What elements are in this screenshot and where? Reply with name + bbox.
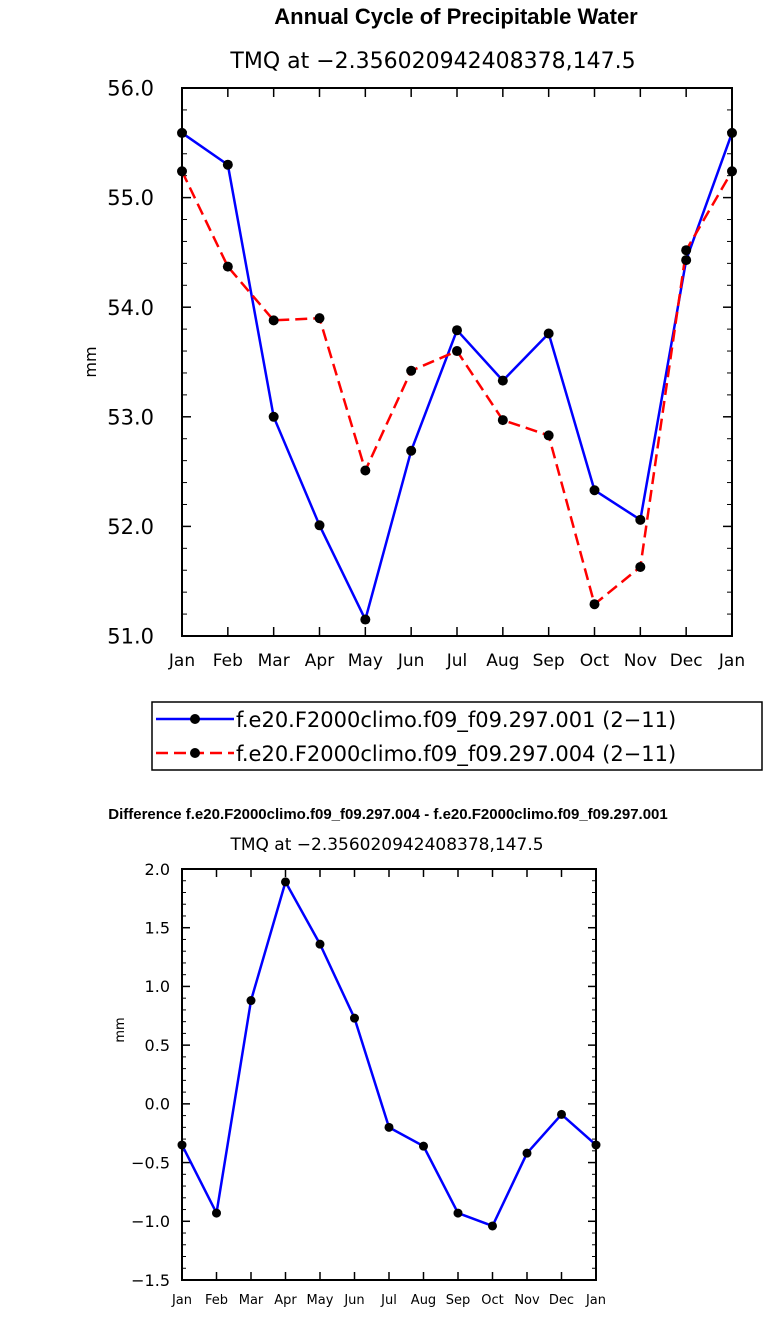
legend-label-series-1: f.e20.F2000climo.f09_f09.297.001 (2−11) — [236, 708, 676, 733]
y-tick-label: 2.0 — [145, 860, 170, 879]
data-point-series-1 — [360, 614, 371, 625]
x-tick-label: Jul — [446, 651, 468, 671]
data-point-series-1 — [315, 939, 325, 949]
x-tick-label: Feb — [213, 651, 243, 671]
y-tick-label: 56.0 — [107, 77, 154, 101]
data-point-series-2 — [360, 465, 371, 476]
series-line-1 — [180, 880, 597, 1228]
x-tick-label: Dec — [670, 651, 703, 671]
x-tick-label: Jan — [585, 1293, 606, 1308]
data-point-series-2 — [543, 430, 554, 441]
chart2-subtitle: TMQ at −2.356020942408378,147.5 — [229, 835, 543, 855]
y-tick-label: 55.0 — [107, 186, 154, 210]
chart1-title: Annual Cycle of Precipitable Water — [274, 4, 638, 29]
x-tick-label: Jun — [397, 651, 425, 671]
data-point-series-1 — [522, 1148, 532, 1158]
data-point-series-2 — [222, 261, 233, 272]
x-tick-label: Sep — [446, 1293, 471, 1308]
y-tick-label: 0.0 — [145, 1095, 170, 1114]
y-tick-label: 53.0 — [107, 405, 154, 429]
chart1-ylabel: mm — [81, 346, 100, 377]
x-tick-label: Nov — [514, 1293, 540, 1308]
x-tick-label: Feb — [205, 1293, 228, 1308]
chart1-points — [177, 127, 737, 625]
x-tick-label: Mar — [239, 1293, 264, 1308]
x-tick-label: Jan — [718, 651, 745, 671]
precipitable-water-annual-cycle-chart: Annual Cycle of Precipitable Water TMQ a… — [81, 4, 763, 771]
x-tick-label: Nov — [624, 651, 657, 671]
data-point-series-1 — [543, 328, 554, 339]
x-tick-label: Aug — [411, 1293, 436, 1308]
chart1-plot-frame — [181, 87, 733, 637]
data-point-series-1 — [635, 514, 646, 525]
data-point-series-1 — [452, 325, 462, 336]
chart2-title: Difference f.e20.F2000climo.f09_f09.297.… — [108, 806, 668, 823]
data-point-series-1 — [453, 1208, 463, 1218]
y-tick-label: 52.0 — [107, 515, 154, 539]
y-tick-label: 0.5 — [145, 1036, 170, 1055]
data-point-series-1 — [268, 411, 279, 422]
chart2-ylabel: mm — [113, 1017, 128, 1042]
chart2-series-lines — [180, 880, 597, 1228]
data-point-series-1 — [314, 520, 325, 531]
chart1-ticks: Jan Feb Mar Apr May Jun Jul Aug Sep Oct Nov Dec Jan 5… — [107, 77, 745, 671]
data-point-series-1 — [281, 877, 290, 887]
data-point-series-2 — [268, 315, 279, 326]
x-tick-label: Mar — [258, 651, 290, 671]
x-tick-label: Apr — [305, 651, 334, 671]
x-tick-label: May — [348, 651, 383, 671]
x-tick-label: Jan — [168, 651, 195, 671]
x-tick-label: Aug — [486, 651, 519, 671]
chart2-plot-frame — [181, 868, 597, 1281]
data-point-series-2 — [314, 313, 325, 324]
x-tick-label: Jul — [380, 1293, 397, 1308]
y-tick-label: 51.0 — [107, 625, 154, 649]
legend-box — [151, 701, 763, 771]
data-point-series-2 — [452, 346, 462, 357]
x-tick-label: Apr — [274, 1293, 297, 1308]
y-tick-label: 54.0 — [107, 296, 154, 320]
data-point-series-1 — [589, 485, 600, 496]
data-point-series-1 — [419, 1141, 428, 1151]
x-tick-label: Sep — [533, 651, 565, 671]
chart1-subtitle: TMQ at −2.356020942408378,147.5 — [229, 49, 635, 74]
x-tick-label: Oct — [481, 1293, 503, 1308]
data-point-series-1 — [212, 1208, 221, 1218]
difference-chart: Difference f.e20.F2000climo.f09_f09.297.… — [108, 806, 668, 1308]
x-tick-label: Jun — [343, 1293, 364, 1308]
data-point-series-1 — [681, 255, 692, 266]
chart1-series-lines — [180, 131, 734, 621]
data-point-series-2 — [497, 415, 508, 426]
chart2-points — [177, 877, 601, 1231]
data-point-series-1 — [406, 445, 417, 456]
data-point-series-2 — [635, 561, 646, 572]
data-point-series-2 — [681, 245, 692, 256]
data-point-series-2 — [406, 365, 417, 376]
series-line-2 — [180, 170, 734, 606]
chart2-ticks: Jan Feb Mar Apr May Jun Jul Aug Sep Oct Nov Dec Jan−… — [131, 860, 606, 1308]
data-point-series-1 — [384, 1122, 394, 1132]
y-tick-label: −0.5 — [131, 1153, 170, 1172]
data-point-series-2 — [589, 599, 600, 610]
y-tick-label: −1.5 — [131, 1271, 170, 1290]
x-tick-label: Dec — [549, 1293, 574, 1308]
data-point-series-1 — [497, 375, 508, 386]
legend-label-series-2: f.e20.F2000climo.f09_f09.297.004 (2−11) — [236, 742, 676, 767]
data-point-series-1 — [488, 1221, 497, 1231]
y-tick-label: −1.0 — [131, 1212, 170, 1231]
data-point-series-1 — [557, 1109, 566, 1119]
x-tick-label: Jan — [171, 1293, 192, 1308]
legend-marker-series-1 — [190, 714, 200, 724]
data-point-series-1 — [350, 1013, 359, 1023]
data-point-series-1 — [222, 159, 233, 170]
chart1-legend: f.e20.F2000climo.f09_f09.297.001 (2−11) … — [151, 701, 763, 771]
series-line-1 — [181, 131, 734, 621]
data-point-series-1 — [246, 996, 256, 1006]
x-tick-label: May — [307, 1293, 334, 1308]
y-tick-label: 1.0 — [145, 977, 170, 996]
legend-marker-series-2 — [190, 748, 200, 758]
y-tick-label: 1.5 — [145, 918, 170, 937]
x-tick-label: Oct — [580, 651, 610, 671]
